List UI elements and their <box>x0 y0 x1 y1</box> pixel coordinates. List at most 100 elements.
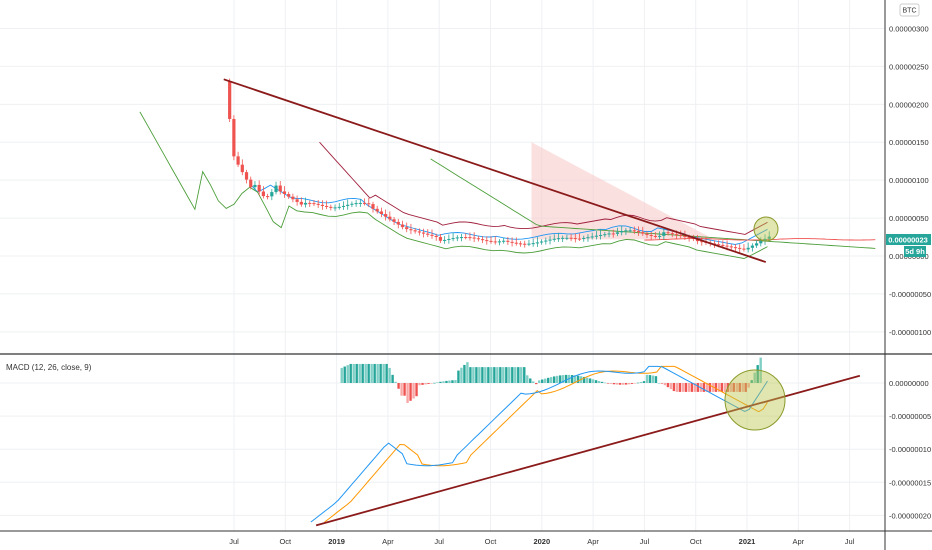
time-tick-label: Jul <box>229 537 239 546</box>
candle-body <box>409 229 413 231</box>
macd-tick-label: 0.00000000 <box>889 379 929 388</box>
candle-body <box>594 235 599 237</box>
price-axis-ticks[interactable]: 0.00000300 0.00000250 0.00000200 0.00000150… <box>889 24 931 336</box>
candle-body <box>577 238 582 240</box>
histogram-bar <box>570 375 574 383</box>
histogram-bar <box>591 379 595 383</box>
ichimoku-cloud <box>531 142 876 240</box>
macd-tick-label: -0.00000020 <box>889 511 931 520</box>
candle-body <box>750 245 754 248</box>
candle-body <box>341 205 346 207</box>
histogram-bar <box>358 363 361 383</box>
time-tick-label: Apr <box>587 537 599 546</box>
macd-axis-ticks[interactable]: 0.00000000 -0.00000005 -0.00000010 -0.00000… <box>889 379 931 520</box>
histogram-bar <box>714 383 717 392</box>
candle-body <box>480 239 485 241</box>
histogram-bar <box>696 383 700 392</box>
candle-body <box>679 235 683 237</box>
candle-body <box>666 232 670 234</box>
candle-body <box>641 232 645 234</box>
candle-body <box>687 236 691 238</box>
price-tick-label: 0.00000200 <box>889 100 929 109</box>
candle-body <box>540 241 544 243</box>
candle-body <box>405 227 409 230</box>
macd-indicator-label[interactable]: MACD (12, 26, close, 9) <box>6 363 92 372</box>
candle-body <box>325 205 329 207</box>
price-tick-label: 0.00000050 <box>889 214 929 223</box>
candle-body <box>742 248 746 250</box>
histogram-bar <box>523 367 526 383</box>
candle-body <box>649 234 653 236</box>
histogram-bar <box>735 383 738 392</box>
time-axis-ticks[interactable]: Jul Oct 2019 Apr Jul Oct 2020 Apr Jul Oct 2021 Apr J… <box>229 537 855 546</box>
candle-body <box>645 233 649 235</box>
candle-body <box>291 196 295 200</box>
histogram-bar <box>651 375 655 383</box>
histogram-bar <box>573 375 577 383</box>
macd-trendline-segment[interactable] <box>315 374 861 527</box>
histogram-bar <box>514 367 517 383</box>
histogram-bar <box>547 377 550 383</box>
histogram-bar <box>717 383 720 392</box>
candle-body <box>400 224 405 228</box>
candle-body <box>620 231 624 233</box>
candle-body <box>253 184 257 188</box>
histogram-bar <box>409 383 412 401</box>
histogram-bar <box>750 380 753 383</box>
price-highlight-circle <box>753 216 779 242</box>
candle-body <box>358 202 362 204</box>
candle-body <box>329 206 333 208</box>
histogram-bar <box>385 363 388 383</box>
histogram-bar <box>621 383 625 385</box>
histogram-bar <box>382 363 385 383</box>
histogram-bar <box>511 367 514 383</box>
price-tick-label: 0.00000300 <box>889 24 929 33</box>
candle-body <box>447 238 451 240</box>
candle-body <box>476 238 480 240</box>
candle-body <box>523 243 527 245</box>
candle-body <box>468 237 472 239</box>
candle-body <box>556 238 561 240</box>
histogram-bar <box>505 367 508 383</box>
histogram-bar <box>460 367 463 383</box>
histogram-bar <box>693 383 697 392</box>
price-trendline-segment[interactable] <box>223 78 767 263</box>
candle-body <box>485 240 489 242</box>
histogram-bar <box>424 383 427 385</box>
histogram-bar <box>376 363 379 383</box>
histogram-bar <box>445 380 448 383</box>
histogram-bar <box>630 383 634 384</box>
candle-body <box>392 219 396 222</box>
candle-body <box>493 241 497 243</box>
candle-body <box>350 203 354 205</box>
histogram-bar <box>720 383 723 392</box>
histogram-bar <box>741 383 744 392</box>
last-price-label: 0.00000023 <box>888 236 928 245</box>
candle-body <box>767 236 771 239</box>
candle-body <box>367 203 371 205</box>
candle-body <box>295 199 299 202</box>
histogram-bar <box>340 367 343 383</box>
price-indicator-lines <box>139 111 876 259</box>
lagging-span <box>139 111 768 259</box>
histogram-bar <box>502 367 505 383</box>
histogram-bar <box>603 382 607 384</box>
histogram-bar <box>672 383 676 392</box>
candle-body <box>603 234 607 236</box>
candle-body <box>421 232 426 234</box>
candle-body <box>371 204 375 209</box>
histogram-bar <box>702 383 706 392</box>
candle-body <box>266 196 270 198</box>
histogram-bar <box>615 383 619 385</box>
candle-body <box>514 242 518 244</box>
currency-badge[interactable]: BTC <box>899 3 920 17</box>
candle-body <box>628 230 632 232</box>
price-tick-label: 0.00000100 <box>889 176 929 185</box>
histogram-bar <box>642 381 646 383</box>
histogram-bar <box>484 367 487 383</box>
macd-tick-label: -0.00000010 <box>889 445 931 454</box>
candle-body <box>590 236 594 238</box>
histogram-bar <box>352 363 355 383</box>
histogram-bar <box>529 378 532 383</box>
histogram-bar <box>588 378 592 383</box>
